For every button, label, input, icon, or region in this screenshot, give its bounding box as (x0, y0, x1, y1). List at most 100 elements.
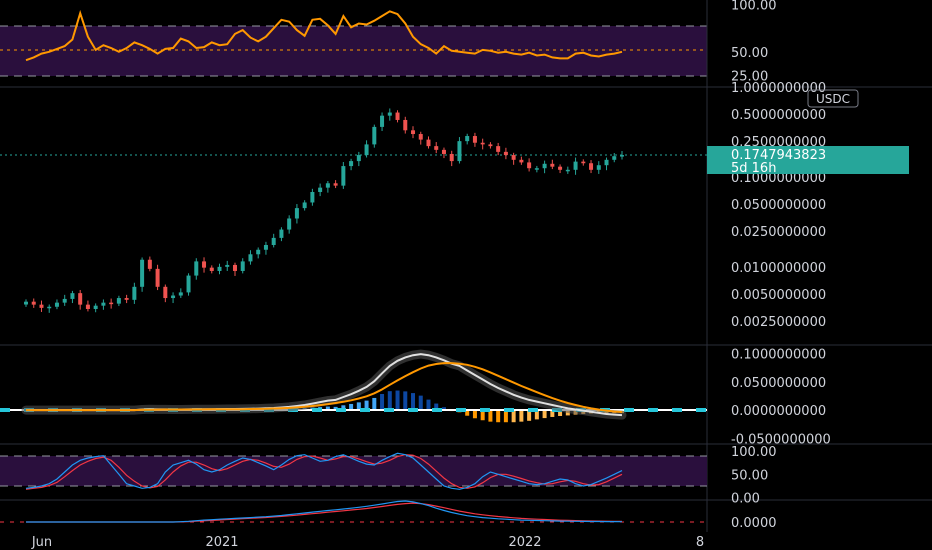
lower-tick-label: 0.0000 (731, 516, 777, 531)
time-tick-label: 2022 (508, 535, 541, 550)
stoch-band (0, 456, 707, 486)
candle-body (325, 183, 330, 188)
candle-body (465, 136, 470, 142)
candle-body (527, 162, 532, 169)
candle-body (411, 130, 416, 135)
macd-y-axis: 0.1000000000 0.0500000000 0.0000000000 -0.0… (731, 347, 831, 447)
candle-body (24, 301, 28, 305)
stoch-k-line (25, 452, 623, 490)
candle-body (62, 298, 67, 303)
macd-tick-label: -0.0500000000 (731, 432, 831, 447)
price-tick-label: 0.1000000000 (731, 171, 826, 186)
price-tick-label: 0.0050000000 (731, 288, 826, 303)
rsi-tick-label: 50.00 (731, 46, 768, 61)
macd-tick-label: 0.0500000000 (731, 376, 826, 391)
candle-body (426, 139, 431, 147)
currency-label: USDC (816, 92, 850, 106)
macd-histogram-bar (411, 393, 416, 411)
candle-body (573, 161, 578, 170)
candle-body (449, 153, 454, 162)
candle-body (240, 261, 245, 271)
macd-histogram-bar (356, 402, 361, 411)
candle-body (54, 302, 59, 307)
macd-histogram-bar (534, 410, 539, 420)
candle-body (364, 144, 369, 156)
candle-body (457, 141, 462, 162)
macd-histogram-bar (503, 410, 508, 423)
candle-body (519, 159, 524, 163)
candle-body (147, 259, 152, 269)
candle-body (294, 208, 299, 219)
candle-body (441, 149, 446, 154)
lower-panel[interactable]: 0.0000 (0, 500, 777, 531)
candle-body (217, 266, 222, 271)
candle-body (263, 245, 268, 250)
candle-body (155, 268, 160, 287)
price-tick-label: 0.0100000000 (731, 261, 826, 276)
price-tick-label: 0.0250000000 (731, 225, 826, 240)
price-tick-label: 0.0025000000 (731, 315, 826, 330)
candle-body (318, 187, 323, 192)
rsi-y-axis: 100.00 50.00 25.00 (731, 0, 777, 84)
candle-body (256, 249, 261, 255)
macd-histogram-bar (372, 397, 377, 411)
macd-histogram-bar (380, 393, 385, 411)
candle-body (232, 264, 237, 271)
candle-body (620, 155, 624, 157)
stoch-rsi-panel[interactable]: 100.00 50.00 0.00 (0, 445, 777, 507)
time-tick-label: 8 (696, 535, 704, 550)
stoch-tick-label: 100.00 (731, 445, 777, 460)
time-axis[interactable]: Jun 2021 2022 8 (31, 535, 704, 550)
macd-tick-label: 0.0000000000 (731, 404, 826, 419)
macd-histogram-bar (434, 403, 439, 411)
signal-line (26, 362, 623, 413)
candle-body (78, 293, 83, 305)
macd-histogram-bar (550, 410, 555, 417)
candle-body (434, 146, 439, 150)
macd-histogram-bar (542, 410, 547, 419)
lower-line-blue (26, 500, 623, 523)
candle-body (372, 126, 377, 145)
macd-histogram-bar (441, 407, 446, 411)
macd-histogram-bar (472, 410, 477, 419)
candle-body (132, 286, 137, 300)
macd-tick-label: 0.1000000000 (731, 347, 826, 362)
candle-body (380, 115, 385, 127)
stoch-tick-label: 50.00 (731, 468, 768, 483)
candle-body (70, 293, 75, 299)
candle-body (39, 304, 44, 308)
currency-badge: USDC (807, 89, 859, 108)
macd-histogram-bar (488, 410, 493, 422)
lower-line-red (26, 502, 623, 523)
macd-histogram-bar (426, 399, 431, 411)
candle-body (403, 119, 408, 131)
candle-body (480, 142, 485, 145)
macd-histogram-bar (387, 391, 392, 411)
macd-histogram-bar (395, 390, 400, 411)
macd-panel[interactable]: 0.1000000000 0.0500000000 0.0000000000 -0.0… (0, 347, 831, 447)
candle-body (542, 163, 547, 169)
price-y-axis[interactable]: 1.00000000000.50000000000.25000000000.10… (731, 81, 826, 330)
candle-body (589, 163, 594, 170)
candle-body (163, 286, 168, 299)
last-price-value: 0.1747943823 (731, 148, 826, 163)
time-tick-label: Jun (31, 535, 52, 550)
candle-body (225, 264, 230, 267)
last-price-badge: 0.1747943823 5d 16h (707, 146, 909, 176)
macd-histogram-bar (480, 410, 485, 421)
stoch-y-axis: 100.00 50.00 0.00 (731, 445, 777, 507)
candle-body (124, 298, 129, 300)
candle-body (418, 134, 423, 140)
macd-histogram-bar (496, 410, 501, 423)
candle-body (349, 161, 354, 167)
macd-histogram-bar (333, 406, 338, 411)
price-panel[interactable]: 1.00000000000.50000000000.25000000000.10… (0, 81, 909, 330)
candle-body (472, 136, 477, 143)
rsi-tick-label: 25.00 (731, 69, 768, 84)
candle-body (140, 259, 145, 287)
macd-histogram-bar (418, 395, 423, 411)
candle-body (511, 155, 516, 160)
rsi-band (0, 26, 707, 76)
rsi-panel[interactable]: 100.00 50.00 25.00 (0, 0, 777, 84)
